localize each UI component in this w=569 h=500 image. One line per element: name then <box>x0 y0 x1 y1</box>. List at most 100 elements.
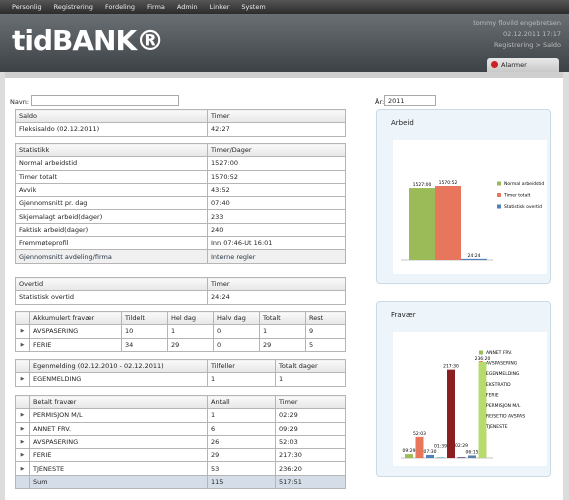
expand[interactable]: ▶ <box>15 337 30 352</box>
value-label: 24:24 <box>468 253 481 259</box>
cell: Fleksisaldo (02.12.2011) <box>15 122 208 137</box>
bar <box>457 456 466 458</box>
chart: 1527:00 Normal arbeidstid 1570:52 Timer tot… <box>393 140 547 274</box>
cell: 29 <box>259 337 306 352</box>
bar <box>415 436 424 458</box>
cell: 517:51 <box>275 474 346 490</box>
expand <box>15 474 30 490</box>
name-select[interactable] <box>31 95 179 106</box>
chart-title: Fravær <box>391 311 416 319</box>
expand[interactable]: ▶ <box>15 372 30 387</box>
cell: 26 <box>207 434 276 450</box>
user-name: tommy flovild engebretsen <box>473 19 561 27</box>
logo: tidBANK® <box>12 24 164 57</box>
value-label: 1570:52 <box>439 180 458 186</box>
expand <box>15 394 30 410</box>
row: Avvik 43:52 <box>15 182 346 198</box>
menu-item[interactable]: Firma <box>146 3 165 11</box>
menu-item[interactable]: Personlig <box>12 3 42 11</box>
menu-item[interactable]: Admin <box>176 3 198 11</box>
expand[interactable]: ▶ <box>15 448 30 463</box>
year-label: År: <box>375 98 385 106</box>
row: Fleksisaldo (02.12.2011) 42:27 <box>15 122 346 137</box>
cell: 02:29 <box>275 408 346 423</box>
expand[interactable]: ▶ <box>15 421 30 436</box>
row: ▶ FERIE 34 29 0 29 5 <box>15 337 346 352</box>
row: ▶ AVSPASERING 26 52:03 <box>15 434 346 450</box>
table: Betalt fravær Antall Timer ▶ PERMISJON M/L 1 0… <box>15 394 346 490</box>
cell: 233 <box>207 209 346 224</box>
legend-label: AVSPASERING <box>486 361 518 367</box>
cell: 52:03 <box>275 434 346 450</box>
legend-swatch <box>497 204 501 209</box>
legend-swatch <box>497 181 501 186</box>
cell: 240 <box>207 222 346 238</box>
tab-label: Alarmer <box>501 61 527 69</box>
alarm-tab[interactable]: Alarmer <box>487 58 559 72</box>
bar <box>447 369 455 458</box>
cell: PERMISJON M/L <box>29 408 208 423</box>
cell: Totalt dager <box>275 358 346 374</box>
expand[interactable]: ▶ <box>15 461 30 476</box>
bar <box>468 455 476 458</box>
row: ▶ TJENESTE 53 236:20 <box>15 461 346 476</box>
cell: Antall <box>207 394 276 410</box>
menu-item[interactable]: System <box>241 3 266 11</box>
cell: Skjemalagt arbeid(dager) <box>15 209 208 224</box>
year-select[interactable]: 2011 <box>384 95 436 106</box>
row: Fremmøteprofil Inn 07:46-Ut 16:01 <box>15 236 346 251</box>
cell: FERIE <box>29 448 208 463</box>
bar <box>435 186 461 260</box>
menu-item[interactable]: Linker <box>209 3 230 11</box>
cell: Tildelt <box>121 310 168 326</box>
cell: 42:27 <box>207 122 346 137</box>
expand[interactable]: ▶ <box>15 408 30 423</box>
cell: 236:20 <box>275 461 346 476</box>
row: Normal arbeidstid 1527:00 <box>15 156 346 171</box>
cell: Saldo <box>15 108 208 124</box>
crumb[interactable]: Registrering <box>494 41 534 49</box>
value-label: 02:29 <box>455 443 468 449</box>
expand[interactable]: ▶ <box>15 324 30 339</box>
bar <box>478 362 487 458</box>
legend-label: ANNET FRV. <box>486 350 512 356</box>
menu-item[interactable]: Registrering <box>53 3 93 11</box>
name-label: Navn: <box>10 98 30 106</box>
bar <box>426 454 434 458</box>
legend-label: EKSTRATID <box>486 382 511 388</box>
row: Timer totalt 1570:52 <box>15 169 346 184</box>
cell: Betalt fravær <box>29 394 208 410</box>
cell: Normal arbeidstid <box>15 156 208 171</box>
legend-label: PERMISJON M/L <box>486 403 521 409</box>
row: Faktisk arbeid(dager) 240 <box>15 222 346 238</box>
header: tidBANK® tommy flovild engebretsen 02.12… <box>0 14 569 72</box>
expand <box>15 358 30 374</box>
link[interactable]: Interne regler <box>207 249 346 264</box>
cell: Totalt <box>259 310 306 326</box>
row: ▶ EGENMELDING 1 1 <box>15 372 346 387</box>
cell: Timer/Dager <box>207 142 346 158</box>
value-label: 07:30 <box>424 449 437 455</box>
row: Akkumulert fravær Tildelt Hel dag Halv dag T… <box>15 310 346 326</box>
link[interactable]: Gjennomsnitt avdeling/firma <box>15 249 208 264</box>
cell: Halv dag <box>213 310 260 326</box>
datetime: 02.12.2011 17:17 <box>502 30 561 38</box>
menu-item[interactable]: Fordeling <box>104 3 135 11</box>
cell: 0 <box>213 337 260 352</box>
cell: 6 <box>207 421 276 436</box>
row: Gjennomsnitt avdeling/firma Interne regle… <box>15 249 346 264</box>
expand[interactable]: ▶ <box>15 434 30 450</box>
cell: Inn 07:46-Ut 16:01 <box>207 236 346 251</box>
cell: Akkumulert fravær <box>29 310 122 326</box>
cell: Egenmelding (02.12.2010 - 02.12.2011) <box>29 358 208 374</box>
cell: Overtid <box>15 276 208 292</box>
cell: Tilfeller <box>207 358 276 374</box>
cell: 43:52 <box>207 182 346 198</box>
table: Statistikk Timer/Dager Normal arbeidstid 15… <box>15 142 346 264</box>
row: Statistikk Timer/Dager <box>15 142 346 158</box>
cell: 29 <box>167 337 214 352</box>
content: Navn: År: 2011 Saldo Timer Fleksisaldo (02… <box>5 72 563 500</box>
cell: Timer <box>207 108 346 124</box>
cell: 1527:00 <box>207 156 346 171</box>
